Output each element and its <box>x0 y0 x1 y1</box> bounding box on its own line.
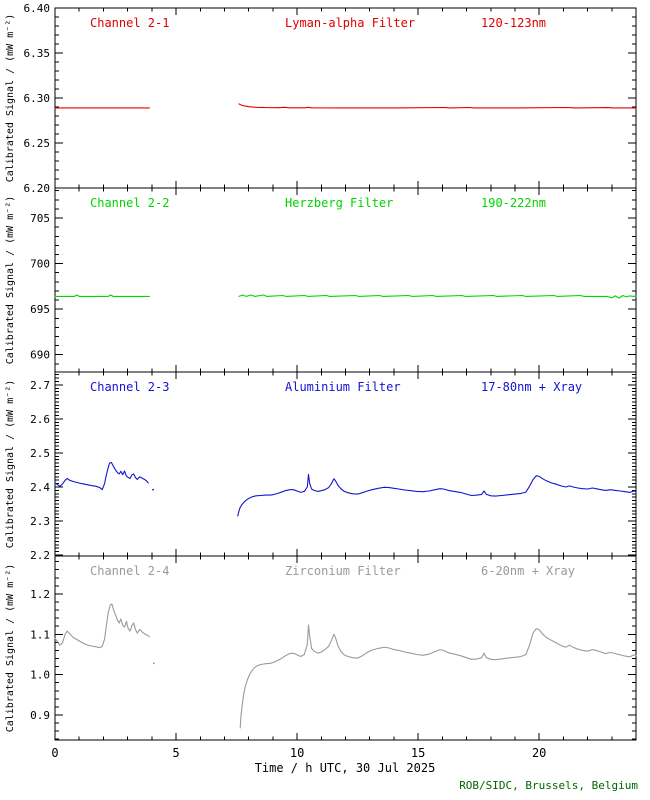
signal-curve <box>54 294 150 297</box>
panel-channel-label: Channel 2-3 <box>90 380 169 394</box>
y-tick-label: 0.9 <box>30 709 50 722</box>
y-tick-label: 6.30 <box>24 92 51 105</box>
y-axis-title: Calibrated Signal / (mW m⁻²) <box>5 564 16 733</box>
panel-channel-2-4: 0.9 1.0 1.1 1.2 Calibrated Signal / (mW m⁻²)… <box>5 555 637 741</box>
panels-group: 6.20 6.25 6.30 6.35 6.40 Calibrated Signal / … <box>5 2 637 741</box>
y-tick-label: 2.2 <box>30 549 50 562</box>
signal-curve <box>54 603 150 649</box>
panel-filter-label: Aluminium Filter <box>285 380 401 394</box>
x-tick-label: 5 <box>172 746 179 760</box>
x-tick-label: 0 <box>51 746 58 760</box>
y-tick-label: 6.40 <box>24 2 51 15</box>
panel-band-label: 17-80nm + Xray <box>481 380 582 394</box>
y-axis-title: Calibrated Signal / (mW m⁻²) <box>5 196 16 365</box>
y-tick-label: 6.25 <box>24 137 51 150</box>
panel-band-label: 190-222nm <box>481 196 546 210</box>
x-tick-label: 10 <box>290 746 304 760</box>
y-tick-label: 2.5 <box>30 447 50 460</box>
y-tick-label: 6.35 <box>24 47 51 60</box>
signal-curve <box>239 624 637 729</box>
x-tick-label: 15 <box>411 746 425 760</box>
panel-band-label: 120-123nm <box>481 16 546 30</box>
signal-curve <box>238 294 637 299</box>
panel-channel-label: Channel 2-2 <box>90 196 169 210</box>
panel-channel-label: Channel 2-1 <box>90 16 169 30</box>
panel-frame <box>54 371 637 557</box>
y-tick-label: 2.4 <box>30 481 50 494</box>
panel-channel-label: Channel 2-4 <box>90 564 169 578</box>
x-axis-tick-labels: 0 5 10 15 20 <box>51 746 546 760</box>
panel-channel-2-1: 6.20 6.25 6.30 6.35 6.40 Calibrated Signal / … <box>5 2 637 195</box>
signal-curve <box>238 103 637 109</box>
panel-ticks <box>54 188 637 372</box>
signal-curve <box>54 461 149 491</box>
credit-text: ROB/SIDC, Brussels, Belgium <box>459 779 638 792</box>
y-tick-label: 2.3 <box>30 515 50 528</box>
panel-filter-label: Herzberg Filter <box>285 196 393 210</box>
y-tick-label: 6.20 <box>24 182 51 195</box>
y-tick-label: 2.7 <box>30 379 50 392</box>
y-tick-label: 695 <box>30 303 50 316</box>
y-tick-label: 2.6 <box>30 413 50 426</box>
signal-curve <box>237 473 637 517</box>
signal-dot <box>152 488 154 491</box>
panel-filter-label: Lyman-alpha Filter <box>285 16 415 30</box>
panel-channel-2-3: 2.2 2.3 2.4 2.5 2.6 2.7 Calibrated Signal / (m… <box>5 371 637 562</box>
y-axis-title: Calibrated Signal / (mW m⁻²) <box>5 380 16 549</box>
panel-ticks <box>54 7 637 189</box>
y-tick-label: 705 <box>30 212 50 225</box>
panel-band-label: 6-20nm + Xray <box>481 564 575 578</box>
panel-frame <box>54 187 637 373</box>
signal-dot <box>152 662 155 665</box>
panel-ticks <box>54 556 637 740</box>
panel-frame <box>54 7 637 189</box>
x-axis-title: Time / h UTC, 30 Jul 2025 <box>255 761 436 775</box>
panel-channel-2-2: 690 695 700 705 Calibrated Signal / (mW m⁻²)… <box>5 187 637 373</box>
y-tick-label: 1.2 <box>30 588 50 601</box>
y-tick-label: 1.1 <box>30 628 50 641</box>
panel-ticks <box>54 372 637 556</box>
x-tick-label: 20 <box>532 746 546 760</box>
panel-frame <box>54 555 637 741</box>
y-axis-title: Calibrated Signal / (mW m⁻²) <box>5 14 16 183</box>
y-tick-label: 690 <box>30 349 50 362</box>
y-tick-label: 1.0 <box>30 669 50 682</box>
y-tick-label: 700 <box>30 258 50 271</box>
panel-filter-label: Zirconium Filter <box>285 564 401 578</box>
